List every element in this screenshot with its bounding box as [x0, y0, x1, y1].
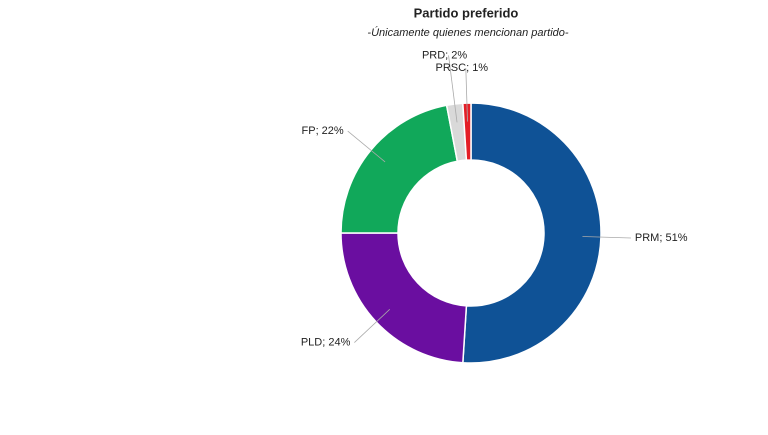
chart-title: Partido preferido — [414, 5, 519, 20]
data-label: PRSC; 1% — [436, 62, 489, 74]
donut-slice — [340, 232, 468, 364]
donut-slice — [462, 102, 472, 161]
data-label: PLD; 24% — [301, 336, 351, 348]
leader-line — [347, 130, 386, 163]
data-label: FP; 22% — [302, 125, 344, 137]
leader-line — [354, 309, 390, 343]
leader-line — [582, 236, 631, 239]
data-label: PRD; 2% — [422, 49, 467, 61]
data-label: PRM; 51% — [635, 232, 688, 244]
leader-line — [448, 55, 458, 123]
donut-slice — [340, 104, 459, 234]
leader-line — [465, 68, 468, 122]
donut-slice — [462, 102, 602, 364]
chart-subtitle: -Únicamente quienes mencionan partido- — [367, 26, 569, 39]
